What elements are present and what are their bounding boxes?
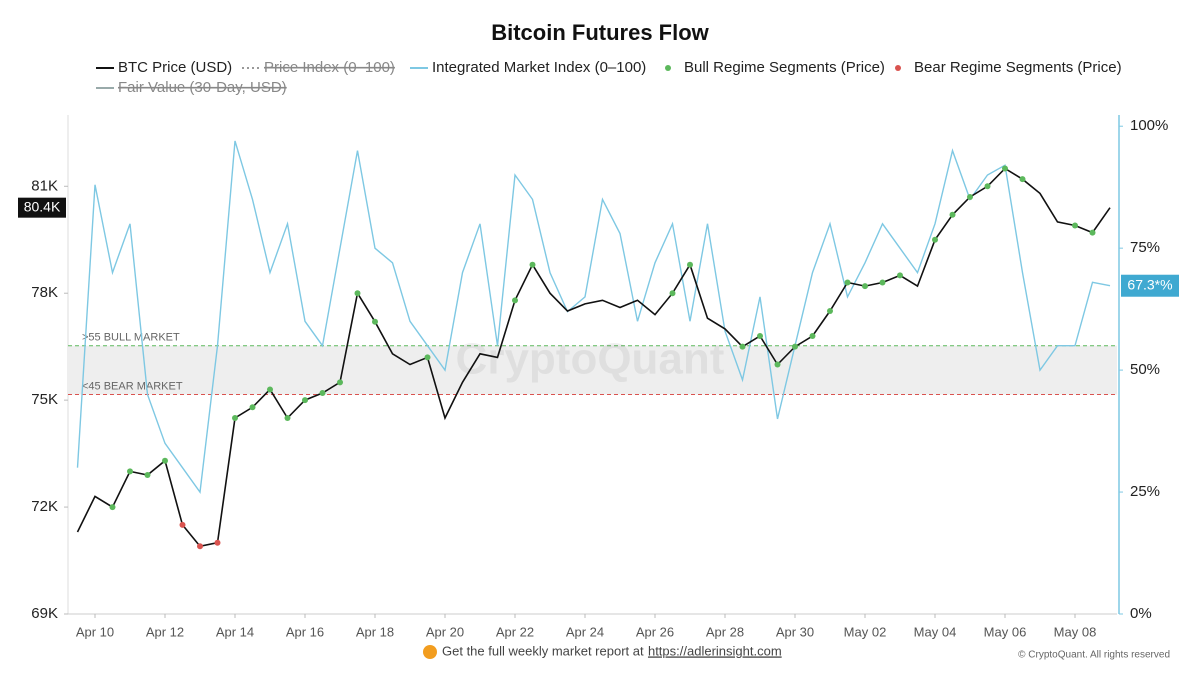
legend-label: Bear Regime Segments (Price): [914, 59, 1122, 76]
x-tick-label: May 08: [1054, 624, 1097, 639]
x-tick-label: Apr 14: [216, 624, 254, 639]
bull-marker: [267, 386, 273, 393]
bull-marker: [757, 332, 763, 339]
x-tick-label: Apr 24: [566, 624, 604, 639]
y-tick-label: 78K: [31, 284, 58, 301]
index-badge: [1121, 274, 1179, 297]
bull-marker: [862, 283, 868, 290]
bull-marker: [669, 290, 676, 297]
x-tick-label: Apr 18: [356, 624, 394, 639]
footer-link[interactable]: https://adlerinsight.com: [648, 643, 782, 658]
y-tick-label: 75K: [31, 391, 58, 408]
bull-marker: [774, 361, 781, 368]
y2-tick-label: 100%: [1130, 117, 1168, 134]
bull-marker: [844, 279, 851, 286]
bull-marker: [809, 332, 816, 339]
y2-tick-label: 0%: [1130, 605, 1152, 622]
index-line: [76, 140, 1111, 494]
bull-marker: [1019, 176, 1026, 183]
bull-marker: [372, 318, 378, 325]
bear-marker: [197, 543, 203, 550]
neutral-zone: [68, 345, 1117, 395]
x-tick-label: Apr 26: [636, 624, 674, 639]
legend-label: Fair Value (30-Day, USD): [118, 79, 287, 96]
x-tick-label: May 04: [914, 624, 957, 639]
bull-marker: [949, 211, 956, 218]
price-badge: [18, 197, 66, 218]
bull-marker: [424, 354, 431, 361]
x-tick-label: Apr 16: [286, 624, 324, 639]
bull-marker: [512, 297, 518, 304]
legend-swatch: [895, 65, 901, 71]
bull-marker: [162, 457, 168, 464]
y-tick-label: 81K: [31, 177, 58, 194]
y2-tick-label: 25%: [1130, 483, 1160, 500]
bull-marker: [284, 414, 291, 421]
bull-marker: [897, 272, 903, 279]
bull-marker: [827, 308, 833, 315]
x-tick-label: Apr 12: [146, 624, 184, 639]
bull-marker: [967, 193, 973, 200]
y-tick-label: 69K: [31, 605, 58, 622]
footer-text: Get the full weekly market report at: [442, 643, 644, 658]
bull-marker: [529, 261, 536, 268]
bull-marker: [232, 414, 238, 421]
threshold-label: >55 BULL MARKET: [82, 332, 180, 344]
bull-marker: [792, 343, 798, 350]
y-tick-label: 72K: [31, 498, 58, 515]
bull-marker: [337, 379, 343, 386]
bear-marker: [179, 521, 186, 528]
bull-marker: [739, 343, 746, 350]
x-tick-label: Apr 30: [776, 624, 814, 639]
bull-marker: [687, 261, 693, 268]
bull-marker: [984, 183, 991, 190]
threshold-label: <45 BEAR MARKET: [82, 380, 183, 392]
y2-tick-label: 75%: [1130, 239, 1160, 256]
x-tick-label: Apr 22: [496, 624, 534, 639]
bear-marker: [214, 539, 221, 546]
index-badge-label: 67.3*%: [1127, 276, 1172, 292]
x-tick-label: Apr 20: [426, 624, 464, 639]
footer-icon: [423, 645, 437, 659]
bull-marker: [127, 468, 133, 475]
legend-label: Price Index (0–100): [264, 59, 395, 76]
legend-swatch: [665, 65, 671, 71]
watermark: CryptoQuant: [456, 335, 725, 384]
price-line: [76, 167, 1111, 548]
bull-marker: [109, 504, 116, 511]
y2-tick-label: 50%: [1130, 361, 1160, 378]
x-tick-label: Apr 28: [706, 624, 744, 639]
legend-label: Bull Regime Segments (Price): [684, 59, 885, 76]
bull-marker: [319, 390, 326, 397]
price-badge-label: 80.4K: [24, 198, 61, 214]
bull-marker: [144, 471, 151, 478]
legend-label: BTC Price (USD): [118, 59, 232, 76]
bull-marker: [249, 404, 256, 411]
bull-marker: [1002, 165, 1008, 172]
bull-marker: [354, 290, 361, 297]
bull-marker: [879, 279, 886, 286]
copyright: © CryptoQuant. All rights reserved: [1018, 650, 1170, 661]
x-tick-label: Apr 10: [76, 624, 114, 639]
bull-marker: [1072, 222, 1078, 229]
legend-label: Integrated Market Index (0–100): [432, 59, 646, 76]
bull-marker: [932, 236, 938, 243]
bull-marker: [1089, 229, 1096, 236]
x-tick-label: May 02: [844, 624, 887, 639]
chart-title: Bitcoin Futures Flow: [491, 20, 709, 45]
x-tick-label: May 06: [984, 624, 1027, 639]
bull-marker: [302, 397, 308, 404]
